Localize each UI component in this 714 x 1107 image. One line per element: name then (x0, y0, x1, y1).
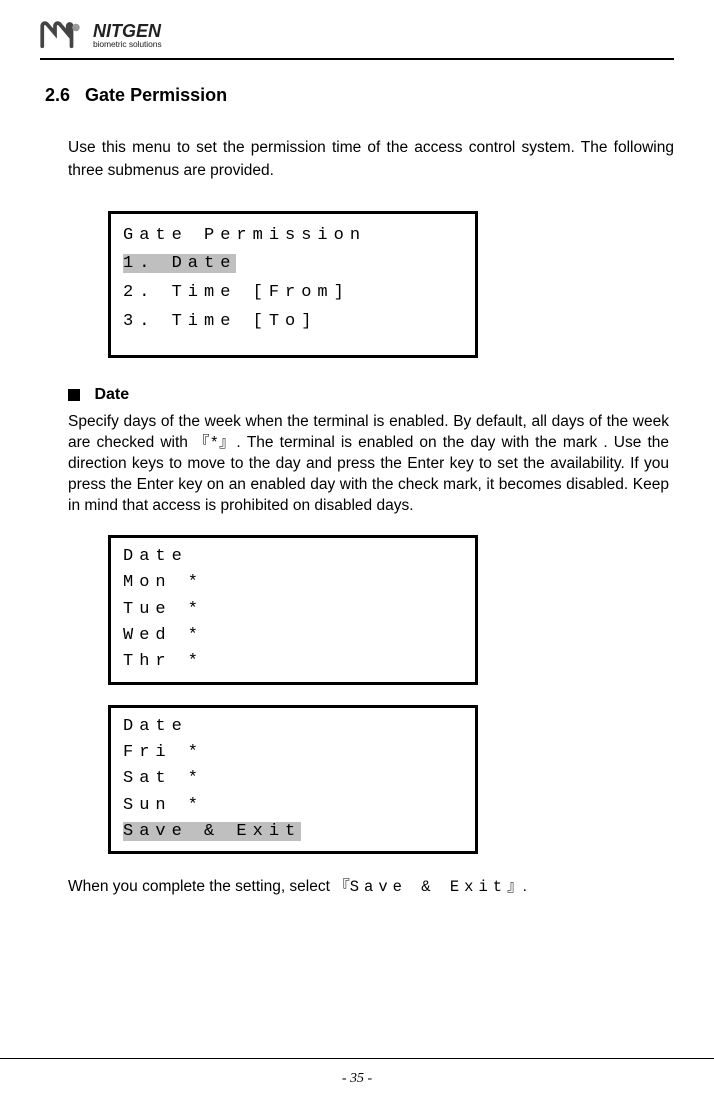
date-menu1-title: Date (123, 544, 463, 570)
closing-mono: Save & Exit (350, 878, 507, 896)
logo-sub: biometric solutions (93, 40, 162, 49)
date-tue: Tue * (123, 597, 463, 623)
logo-main: NITGEN (93, 22, 162, 40)
gate-permission-menu: Gate Permission 1. Date 2. Time [From] 3… (108, 211, 478, 359)
logo-text: NITGEN biometric solutions (93, 22, 162, 49)
closing-prefix: When you complete the setting, select 『 (68, 878, 350, 895)
nitgen-logo-icon (40, 20, 85, 50)
save-exit-item: Save & Exit (123, 822, 301, 841)
closing-suffix: 』. (507, 878, 527, 895)
intro-text: Use this menu to set the permission time… (68, 136, 674, 183)
menu-item-date: 1. Date (123, 254, 236, 273)
date-thr: Thr * (123, 649, 463, 675)
date-mon: Mon * (123, 570, 463, 596)
date-fri: Fri * (123, 740, 463, 766)
page-footer: - 35 - (0, 1058, 714, 1087)
menu-title: Gate Permission (123, 222, 463, 251)
date-subsection-header: Date (68, 386, 674, 404)
bullet-icon (68, 389, 80, 401)
date-menu2-title: Date (123, 714, 463, 740)
date-description: Specify days of the week when the termin… (68, 412, 669, 517)
menu-item-time-to: 3. Time [To] (123, 308, 463, 337)
menu-item-time-from: 2. Time [From] (123, 279, 463, 308)
section-number: 2.6 (45, 85, 70, 105)
page-header: NITGEN biometric solutions (40, 20, 674, 60)
closing-text: When you complete the setting, select 『S… (68, 874, 674, 896)
section-title: 2.6 Gate Permission (45, 85, 674, 106)
section-heading: Gate Permission (85, 85, 227, 105)
date-menu-2: Date Fri * Sat * Sun * Save & Exit (108, 705, 478, 855)
date-sun: Sun * (123, 793, 463, 819)
page-number: - 35 - (342, 1071, 372, 1086)
date-subsection-title: Date (94, 386, 129, 403)
date-sat: Sat * (123, 766, 463, 792)
date-wed: Wed * (123, 623, 463, 649)
date-menu-1: Date Mon * Tue * Wed * Thr * (108, 535, 478, 685)
